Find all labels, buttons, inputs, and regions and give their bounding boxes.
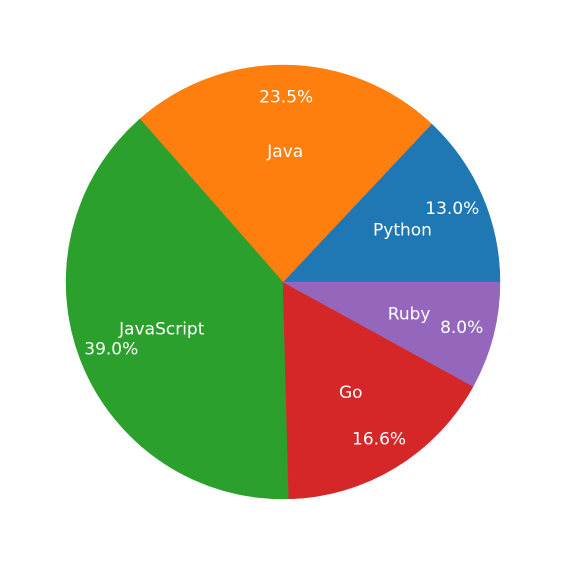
percent-label-java: 23.5% — [259, 88, 313, 108]
pie-slice-ruby — [282, 281, 501, 387]
percent-label-javascript: 39.0% — [84, 339, 138, 359]
pie-slice-go — [282, 281, 474, 500]
percent-label-go: 16.6% — [352, 429, 406, 449]
pie-slice-python — [282, 123, 501, 283]
slice-label-go: Go — [339, 383, 363, 403]
percent-label-python: 13.0% — [425, 199, 479, 219]
slice-label-python: Python — [373, 220, 432, 240]
pie-slice-javascript — [65, 118, 290, 500]
pie-slice-java — [139, 64, 433, 283]
slice-label-javascript: JavaScript — [118, 320, 205, 340]
slice-label-java: Java — [266, 142, 303, 162]
percent-label-ruby: 8.0% — [440, 318, 483, 338]
slice-label-ruby: Ruby — [388, 304, 431, 324]
